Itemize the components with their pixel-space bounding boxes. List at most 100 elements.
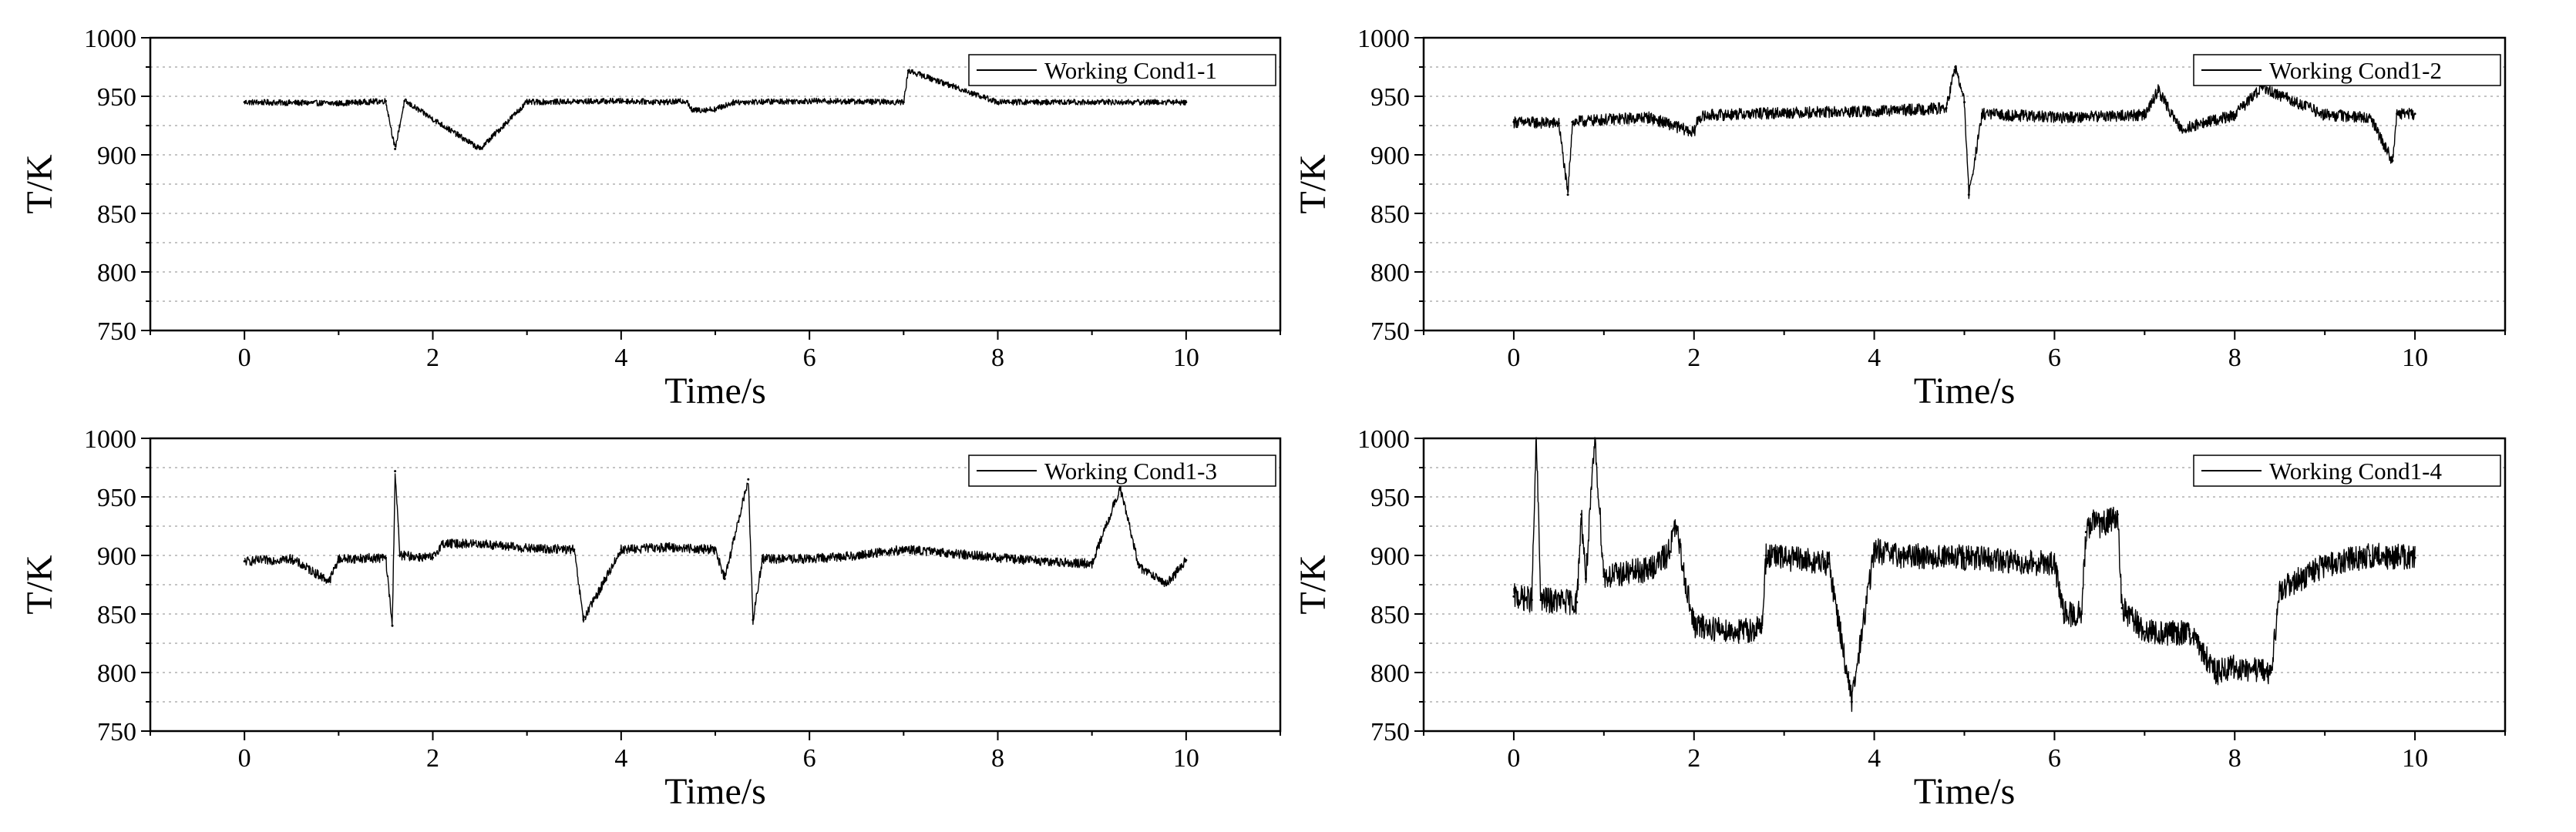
y-tick-label: 750 xyxy=(97,718,136,746)
data-point xyxy=(1828,562,1831,565)
data-point xyxy=(949,552,952,555)
x-tick-label: 10 xyxy=(1173,344,1199,372)
y-tick-label: 750 xyxy=(97,317,136,346)
data-point xyxy=(1138,565,1141,569)
data-point xyxy=(1850,700,1853,703)
data-point xyxy=(1647,116,1650,119)
x-axis-label: Time/s xyxy=(664,771,766,812)
data-point xyxy=(2233,665,2236,668)
x-tick-label: 10 xyxy=(1173,744,1199,773)
x-axis-label: Time/s xyxy=(1914,771,2016,812)
data-point xyxy=(1571,120,1574,123)
x-tick-label: 4 xyxy=(1868,344,1881,372)
data-point xyxy=(1512,120,1515,123)
data-point xyxy=(1580,513,1583,516)
series-line xyxy=(244,473,1187,626)
data-point xyxy=(1963,556,1966,559)
x-tick-label: 0 xyxy=(1507,344,1520,372)
chart-panel-3: 0 2 4 6 8 10 750 800 850 900 950 1000 Time/s T/K Worki… xyxy=(19,425,1282,812)
data-point xyxy=(2215,671,2218,674)
data-point xyxy=(1967,193,1970,196)
x-tick-label: 6 xyxy=(803,744,816,773)
x-axis-label: Time/s xyxy=(1914,371,2016,411)
data-point xyxy=(620,548,623,551)
data-point xyxy=(337,102,340,105)
data-point xyxy=(1891,554,1894,557)
y-tick-label: 1000 xyxy=(84,25,136,53)
x-tick-label: 4 xyxy=(1868,744,1881,773)
x-tick-label: 10 xyxy=(2402,744,2428,773)
data-point xyxy=(2369,116,2372,119)
y-tick-label: 750 xyxy=(1370,317,1410,346)
data-point xyxy=(384,99,387,102)
x-axis-label: Time/s xyxy=(664,371,766,411)
legend: Working Cond1-1 xyxy=(968,54,1276,86)
x-tick-label: 0 xyxy=(238,744,251,773)
y-tick-label: 850 xyxy=(97,601,136,629)
data-point xyxy=(2188,632,2191,636)
data-point xyxy=(1584,577,1587,580)
x-tick-label: 4 xyxy=(614,344,627,372)
data-point xyxy=(432,556,434,559)
data-point xyxy=(620,99,623,102)
data-point xyxy=(2157,89,2160,92)
y-tick-label: 1000 xyxy=(1357,425,1410,454)
x-tick-label: 6 xyxy=(803,344,816,372)
y-axis-label: T/K xyxy=(1293,555,1333,615)
legend: Working Cond1-4 xyxy=(2193,455,2501,487)
x-tick-label: 6 xyxy=(2048,744,2061,773)
data-point xyxy=(1512,595,1515,598)
data-point xyxy=(384,556,387,559)
data-point xyxy=(1683,577,1687,580)
data-point xyxy=(667,101,670,104)
data-point xyxy=(1693,131,1696,134)
chart-panel-4: 0 2 4 6 8 10 750 800 850 900 950 1000 Time/s T/K Worki… xyxy=(1293,425,2507,812)
x-tick-label: 0 xyxy=(238,344,251,372)
y-tick-label: 850 xyxy=(97,200,136,229)
data-point xyxy=(902,548,905,551)
data-point xyxy=(1674,525,1677,528)
data-point xyxy=(1900,554,1903,557)
y-axis-label: T/K xyxy=(19,154,60,214)
legend-label: Working Cond1-3 xyxy=(1044,458,1217,485)
data-point xyxy=(732,101,735,104)
data-point xyxy=(1530,599,1533,602)
y-tick-label: 900 xyxy=(97,542,136,571)
y-tick-label: 950 xyxy=(1370,83,1410,112)
x-tick-label: 8 xyxy=(2228,344,2241,372)
x-tick-label: 8 xyxy=(2228,744,2241,773)
data-point xyxy=(394,147,397,150)
y-tick-label: 1000 xyxy=(1357,25,1410,53)
data-point xyxy=(685,99,688,102)
data-point xyxy=(1576,601,1579,604)
y-tick-label: 800 xyxy=(1370,259,1410,287)
data-point xyxy=(526,547,529,550)
data-point xyxy=(855,554,858,557)
data-point xyxy=(1945,106,1948,109)
y-tick-label: 950 xyxy=(97,83,136,112)
y-tick-label: 950 xyxy=(1370,484,1410,512)
x-tick-label: 2 xyxy=(1687,344,1700,372)
data-point xyxy=(403,99,406,102)
x-tick-label: 2 xyxy=(1687,744,1700,773)
x-tick-label: 10 xyxy=(2402,344,2428,372)
data-point xyxy=(2278,589,2282,592)
data-point xyxy=(808,558,811,561)
data-point xyxy=(997,556,999,559)
y-tick-label: 950 xyxy=(97,484,136,512)
x-tick-label: 2 xyxy=(426,344,439,372)
data-point xyxy=(290,558,293,561)
data-point xyxy=(2143,113,2146,116)
data-point xyxy=(902,101,905,104)
series-line xyxy=(1513,438,2416,713)
data-point xyxy=(1783,111,1786,114)
x-tick-label: 0 xyxy=(1507,744,1520,773)
legend-label: Working Cond1-2 xyxy=(2269,57,2442,84)
data-point xyxy=(2413,112,2416,116)
y-tick-label: 800 xyxy=(97,659,136,688)
y-tick-label: 900 xyxy=(1370,542,1410,571)
data-point xyxy=(906,69,910,72)
x-tick-label: 2 xyxy=(426,744,439,773)
data-point xyxy=(2323,563,2326,566)
data-point xyxy=(1697,116,1700,119)
